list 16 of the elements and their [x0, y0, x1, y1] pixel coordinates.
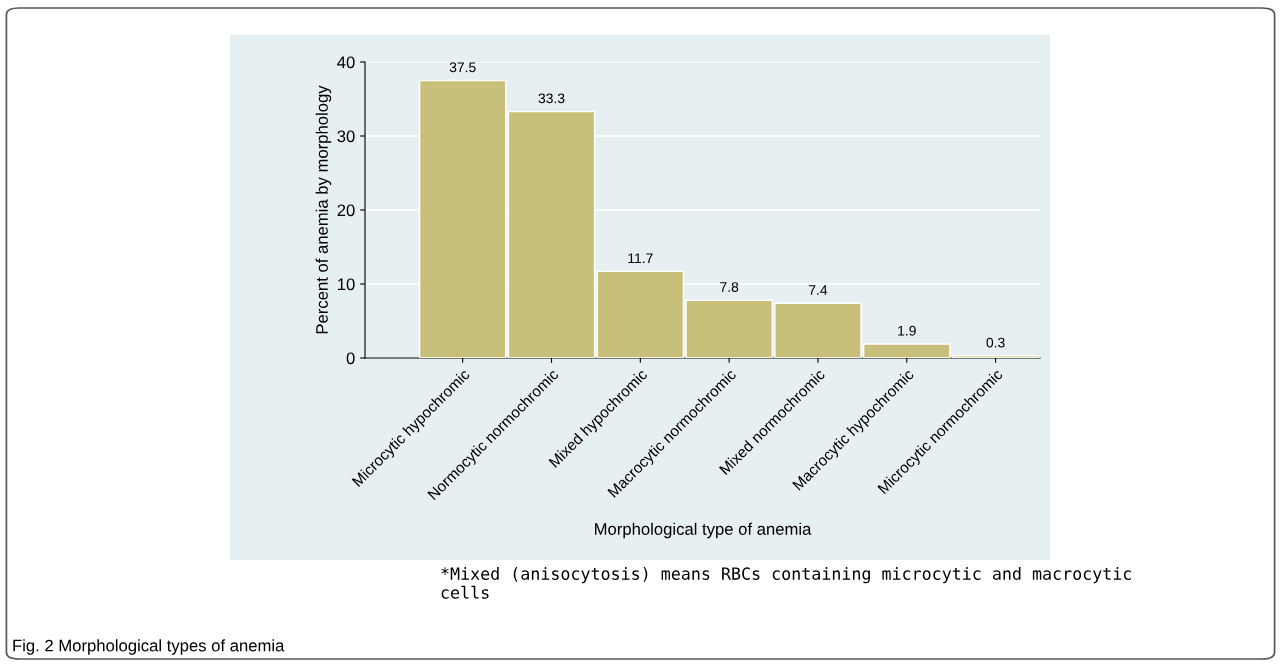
y-tick-label: 0: [346, 352, 355, 365]
data-label: 11.7: [628, 253, 653, 263]
data-label: 37.5: [449, 62, 476, 73]
y-tick-label: 30: [337, 130, 355, 143]
y-axis-title: Percent of anemia by morphology: [315, 85, 332, 334]
data-label: 7.8: [720, 282, 739, 292]
text: Fig. 2 Morphological types of anemia: [13, 639, 285, 655]
text: *Mixed (anisocytosis) means RBCs containing microcytic and macrocytic cells: [441, 567, 1131, 599]
data-label: 33.3: [538, 93, 565, 104]
x-axis-title: Morphological type of anemia: [595, 522, 812, 539]
y-tick-label: 10: [338, 278, 355, 291]
data-label: 0.3: [986, 337, 1005, 348]
data-label: 7.4: [809, 285, 828, 295]
y-tick-label: 20: [337, 204, 355, 217]
data-label: 1.9: [898, 325, 916, 336]
y-tick-label: 40: [337, 56, 355, 69]
